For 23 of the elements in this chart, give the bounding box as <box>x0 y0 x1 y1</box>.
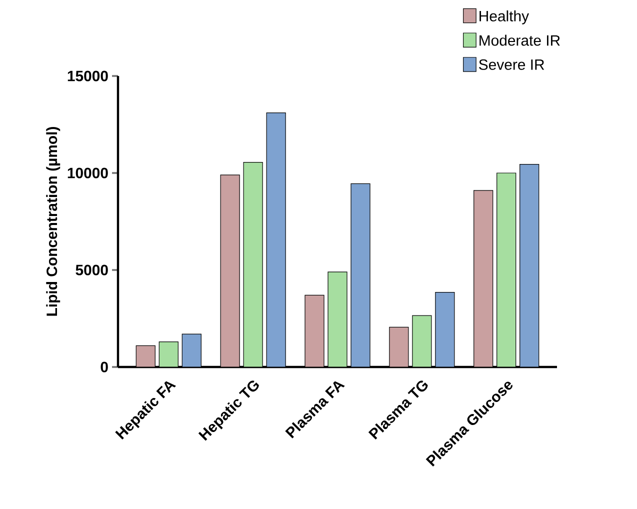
bar <box>496 172 516 367</box>
bar <box>182 334 202 367</box>
y-axis-title: Lipid Concentration (µmol) <box>46 127 60 316</box>
bar <box>158 341 178 367</box>
bar <box>243 162 263 367</box>
y-tick-label: 10000 <box>68 168 108 178</box>
bar <box>266 112 286 367</box>
y-tick-label: 5000 <box>76 264 108 276</box>
y-tick-label: 0 <box>100 362 108 372</box>
bar <box>520 164 540 367</box>
y-tick-label: 15000 <box>68 70 108 82</box>
bar <box>350 183 370 367</box>
bar <box>220 174 240 367</box>
bar <box>136 345 156 367</box>
bar <box>389 326 409 367</box>
legend-label: Healthy <box>480 10 529 24</box>
bar <box>474 190 494 367</box>
legend-label: Severe IR <box>479 59 544 70</box>
legend-label: Moderate IR <box>480 34 560 46</box>
bar <box>328 272 348 367</box>
bar <box>412 315 432 367</box>
bar <box>435 292 455 367</box>
bar <box>304 294 324 367</box>
